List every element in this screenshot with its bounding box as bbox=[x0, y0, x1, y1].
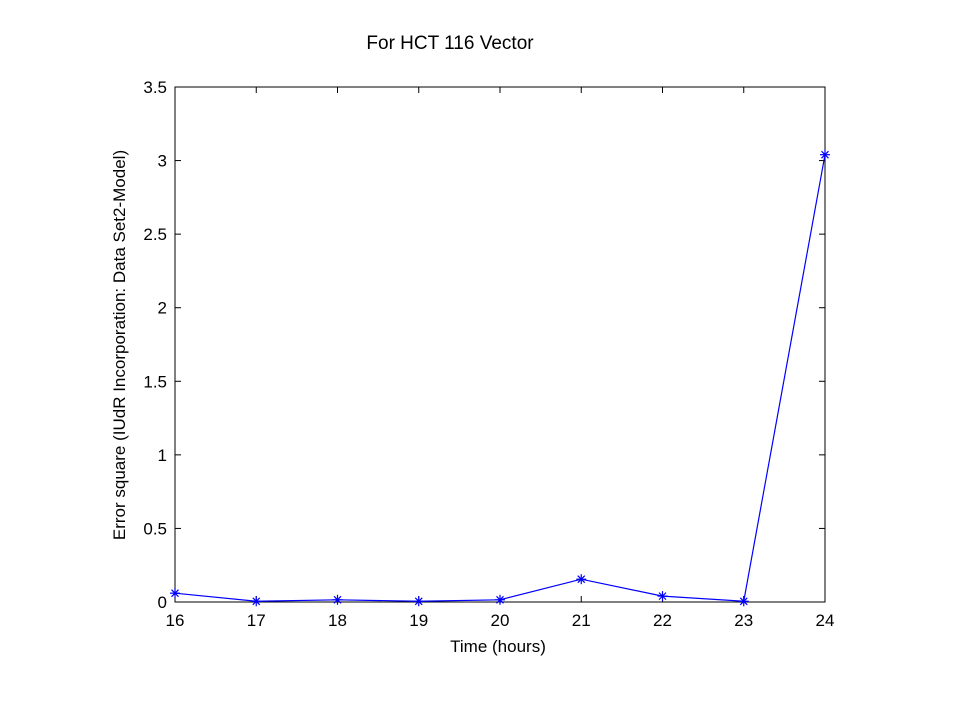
y-tick-label: 2 bbox=[158, 299, 167, 318]
data-point-marker bbox=[657, 591, 668, 602]
y-tick-label: 3 bbox=[158, 152, 167, 171]
x-tick-label: 18 bbox=[328, 611, 347, 630]
y-tick-label: 0.5 bbox=[143, 519, 167, 538]
x-tick-label: 16 bbox=[166, 611, 185, 630]
x-tick-label: 23 bbox=[734, 611, 753, 630]
y-axis-label: Error square (IUdR Incorporation: Data S… bbox=[110, 150, 129, 540]
data-point-marker bbox=[495, 594, 505, 605]
y-tick-label: 1.5 bbox=[143, 372, 167, 391]
x-tick-label: 20 bbox=[491, 611, 510, 630]
data-point-marker bbox=[738, 596, 749, 607]
x-tick-label: 24 bbox=[816, 611, 835, 630]
x-tick-label: 19 bbox=[409, 611, 428, 630]
data-point-marker bbox=[576, 574, 587, 585]
y-tick-label: 0 bbox=[158, 593, 167, 612]
chart-title: For HCT 116 Vector bbox=[366, 33, 534, 54]
x-tick-label: 21 bbox=[572, 611, 591, 630]
y-tick-label: 1 bbox=[158, 446, 167, 465]
data-point-marker bbox=[251, 596, 262, 607]
plot-area bbox=[175, 87, 825, 602]
x-axis-label: Time (hours) bbox=[450, 637, 546, 656]
data-point-marker bbox=[820, 149, 830, 160]
y-tick-label: 2.5 bbox=[143, 225, 167, 244]
x-tick-label: 22 bbox=[653, 611, 672, 630]
data-point-marker bbox=[332, 594, 343, 605]
data-point-marker bbox=[413, 596, 424, 607]
y-tick-label: 3.5 bbox=[143, 78, 167, 97]
data-point-marker bbox=[170, 588, 180, 599]
x-tick-label: 17 bbox=[247, 611, 266, 630]
